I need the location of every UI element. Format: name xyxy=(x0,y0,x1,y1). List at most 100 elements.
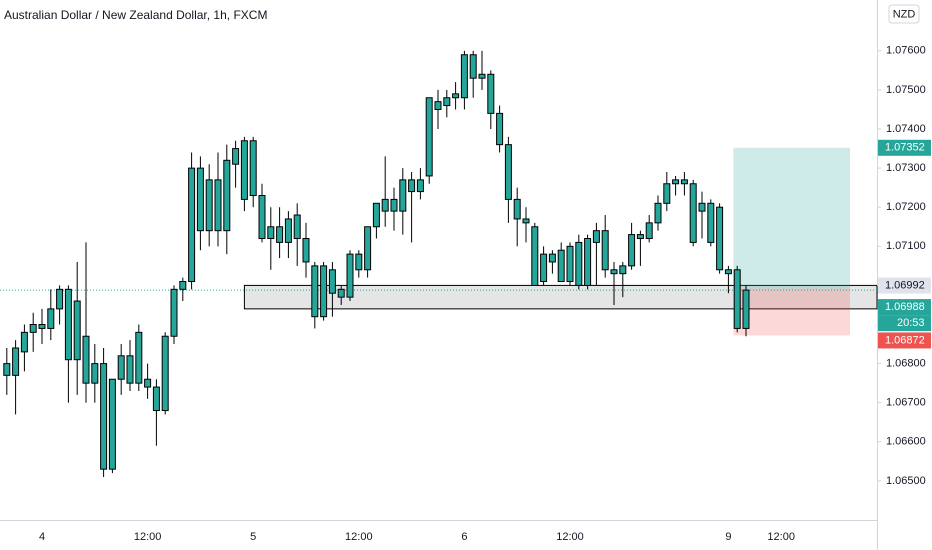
candle-body xyxy=(381,198,389,212)
candle-body xyxy=(707,202,715,243)
candle-body xyxy=(566,245,574,283)
candle-body xyxy=(38,324,46,329)
candle-body xyxy=(733,269,741,329)
countdown-bg xyxy=(878,315,931,332)
candle-body xyxy=(689,183,697,243)
target-price-label-bg xyxy=(878,139,931,156)
candle-body xyxy=(628,234,636,267)
y-tick-label: 1.07400 xyxy=(886,123,926,135)
candle-body xyxy=(504,144,512,200)
candle-body xyxy=(47,308,55,329)
candle-body xyxy=(548,253,556,263)
candle-body xyxy=(12,347,20,376)
y-tick-label: 1.06500 xyxy=(886,475,926,487)
candle-body xyxy=(513,198,521,220)
stop-price-label: 1.06872 xyxy=(885,334,925,346)
entry-price-label: 1.06992 xyxy=(885,279,925,291)
x-tick-label: 12:00 xyxy=(134,531,162,543)
candle-body xyxy=(557,249,565,283)
candle-body xyxy=(531,226,539,286)
candle-body xyxy=(328,269,336,294)
chart-title: Australian Dollar / New Zealand Dollar, … xyxy=(4,8,267,22)
target-price-label: 1.07352 xyxy=(885,142,925,154)
candle-body xyxy=(188,167,196,283)
candle-body xyxy=(672,179,680,185)
candle-body xyxy=(73,300,81,361)
candle-body xyxy=(64,288,72,361)
candle-body xyxy=(196,167,204,232)
candle-body xyxy=(276,226,284,243)
y-tick-label: 1.06800 xyxy=(886,358,926,370)
candle-body xyxy=(478,73,486,79)
candle-body xyxy=(742,289,750,329)
candle-body xyxy=(108,378,116,470)
candle-body xyxy=(540,253,548,283)
candles-layer xyxy=(3,50,750,477)
candle-body xyxy=(716,206,724,271)
x-tick-label: 6 xyxy=(461,531,467,543)
candle-body xyxy=(3,363,11,376)
candle-body xyxy=(117,355,125,380)
candle-body xyxy=(135,331,143,384)
candle-body xyxy=(680,179,688,185)
candle-body xyxy=(20,331,28,353)
candle-body xyxy=(654,202,662,224)
candle-body xyxy=(636,234,644,239)
candle-body xyxy=(601,230,609,271)
candle-body xyxy=(663,183,671,204)
candle-body xyxy=(575,241,583,286)
candle-body xyxy=(161,335,169,412)
y-tick-label: 1.07500 xyxy=(886,84,926,96)
y-tick-label: 1.07300 xyxy=(886,162,926,174)
candle-body xyxy=(311,265,319,318)
currency-button[interactable] xyxy=(888,4,920,24)
stop-price-label-bg xyxy=(878,332,931,349)
stop-area xyxy=(733,288,850,336)
candle-body xyxy=(487,73,495,114)
target-area xyxy=(733,147,850,289)
candle-body xyxy=(284,218,292,243)
candle-body xyxy=(364,226,372,271)
x-tick-label: 12:00 xyxy=(767,531,795,543)
candle-body xyxy=(469,54,477,79)
candle-body xyxy=(293,214,301,239)
candle-body xyxy=(91,363,99,384)
axis-layer: 1.07600 1.07500 1.07400 1.07300 1.07200 1.071… xyxy=(39,45,931,543)
last-price-label: 1.06988 xyxy=(885,301,925,313)
candle-body xyxy=(346,253,354,298)
y-tick-label: 1.07600 xyxy=(886,45,926,57)
candle-body xyxy=(126,355,134,384)
support-zone xyxy=(243,284,878,310)
candle-body xyxy=(399,179,407,212)
candle-body xyxy=(170,288,178,337)
candle-body xyxy=(249,140,257,196)
countdown-label: 20:53 xyxy=(897,317,925,329)
candle-body xyxy=(355,253,363,271)
candle-body xyxy=(152,386,160,412)
candle-body xyxy=(434,101,442,110)
candle-body xyxy=(452,93,460,99)
candle-body xyxy=(232,148,240,165)
candle-body xyxy=(592,230,600,243)
y-tick-label: 1.07100 xyxy=(886,240,926,252)
x-tick-label: 12:00 xyxy=(345,531,373,543)
candle-body xyxy=(645,222,653,239)
currency-label[interactable]: NZD xyxy=(893,8,916,20)
candle-body xyxy=(144,378,152,388)
candle-body xyxy=(179,281,187,290)
x-tick-label: 12:00 xyxy=(556,531,584,543)
candle-body xyxy=(337,288,345,298)
candle-body xyxy=(416,179,424,193)
last-price-label-bg xyxy=(878,299,931,316)
y-tick-label: 1.06700 xyxy=(886,397,926,409)
candle-body xyxy=(302,237,310,263)
y-tick-label: 1.06600 xyxy=(886,436,926,448)
candle-body xyxy=(610,269,618,275)
candle-body xyxy=(240,140,248,200)
candle-body xyxy=(408,179,416,193)
candle-body xyxy=(724,269,732,275)
candle-body xyxy=(425,97,433,177)
candle-body xyxy=(372,202,380,228)
candle-body xyxy=(320,265,328,318)
